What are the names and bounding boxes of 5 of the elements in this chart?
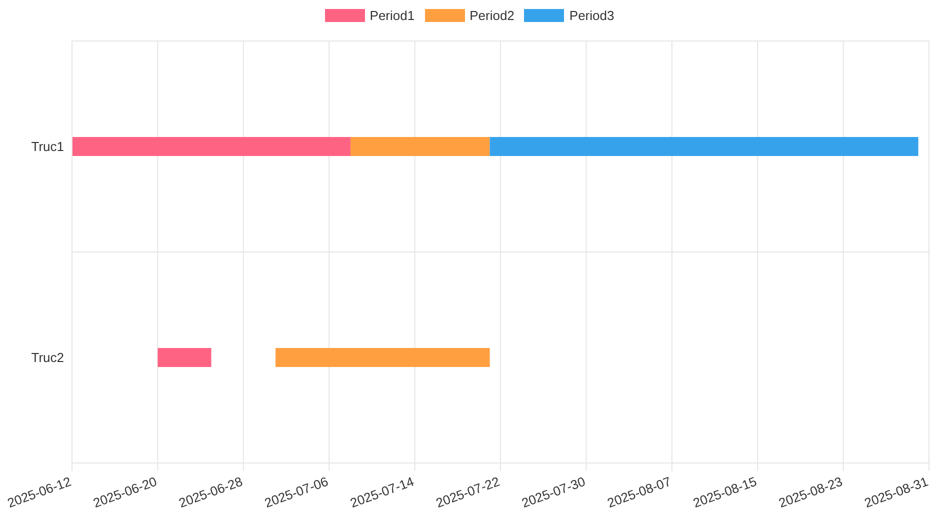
legend-label: Period3 xyxy=(569,8,614,23)
y-tick-label: Truc2 xyxy=(31,350,64,366)
legend-label: Period2 xyxy=(470,8,514,23)
y-tick-label: Truc1 xyxy=(31,139,64,154)
legend-label: Period1 xyxy=(370,8,415,23)
